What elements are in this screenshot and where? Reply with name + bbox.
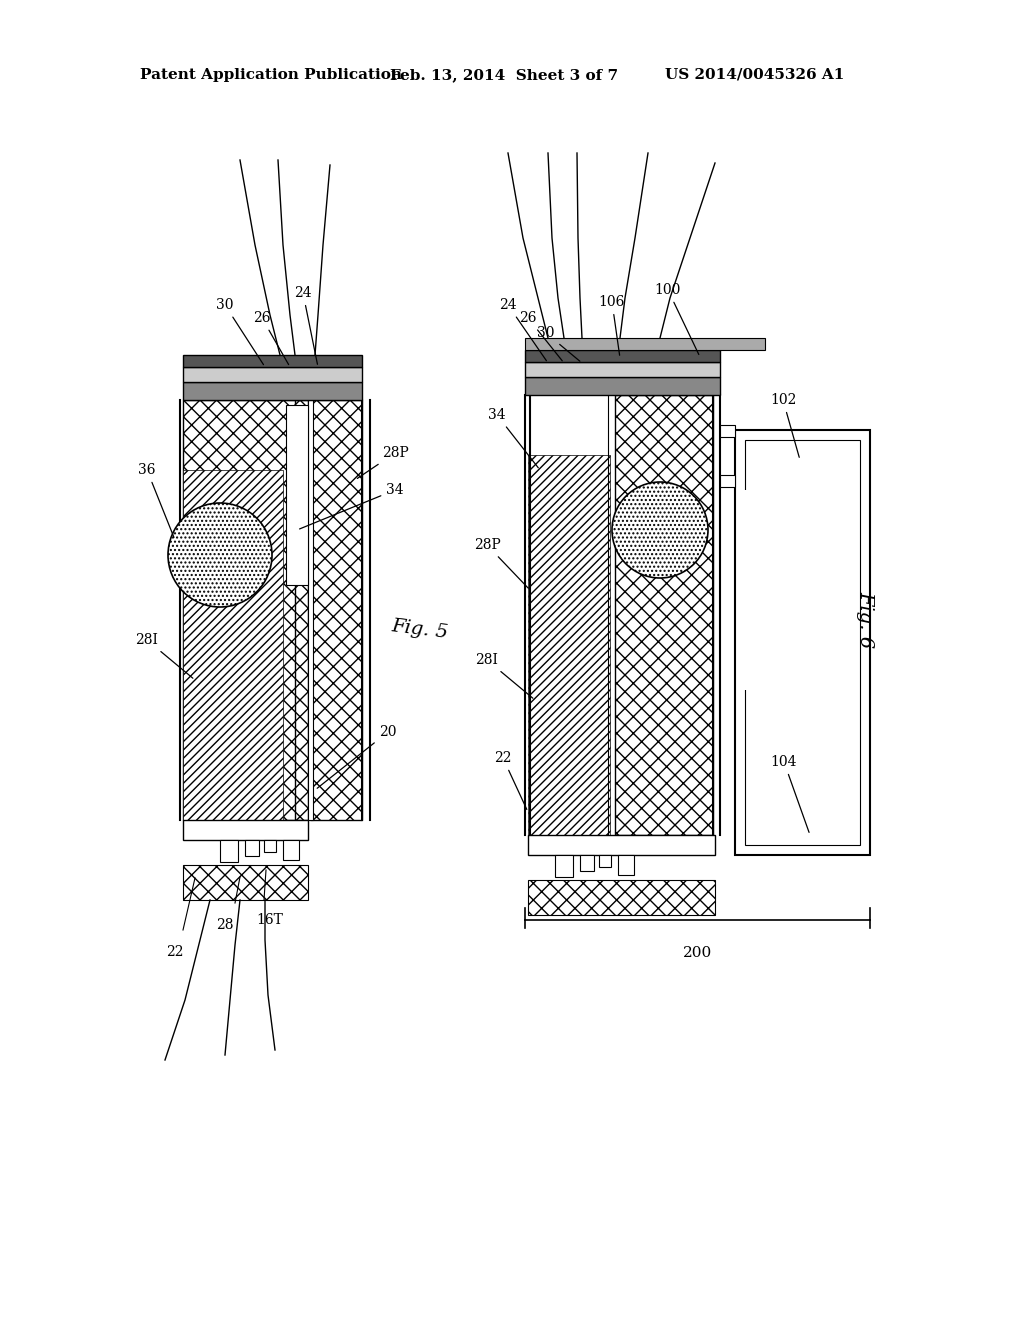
Bar [555,855,573,876]
Text: 22: 22 [166,945,183,960]
Bar [525,362,720,378]
Text: Fig. 5: Fig. 5 [390,618,450,643]
Bar [183,400,308,820]
Text: 16T: 16T [257,913,284,927]
Text: 102: 102 [770,393,800,457]
Bar [735,430,870,855]
Text: 24: 24 [294,286,317,364]
Text: 28I: 28I [475,653,532,698]
Text: US 2014/0045326 A1: US 2014/0045326 A1 [665,69,845,82]
Bar [528,836,715,855]
Bar [183,381,362,400]
Bar [615,395,713,836]
Text: Feb. 13, 2014  Sheet 3 of 7: Feb. 13, 2014 Sheet 3 of 7 [390,69,618,82]
Bar [720,425,735,437]
Text: Patent Application Publication: Patent Application Publication [140,69,402,82]
Bar [183,865,308,900]
Text: 28P: 28P [474,539,528,587]
Text: 100: 100 [654,282,698,355]
Bar [745,440,860,845]
Bar [245,840,259,855]
Bar [525,378,720,395]
Text: 30: 30 [216,298,263,364]
Bar [580,855,594,871]
Bar [599,855,611,867]
Text: 24: 24 [499,298,547,360]
Bar [525,350,720,362]
Text: 34: 34 [300,483,403,529]
Bar [283,840,299,861]
Circle shape [612,482,708,578]
Text: 26: 26 [253,312,289,364]
Bar [528,880,715,915]
Text: 34: 34 [488,408,539,467]
Bar [220,840,238,862]
Bar [525,338,765,350]
Bar [310,400,362,820]
Text: 28I: 28I [135,634,193,678]
Bar [308,400,313,820]
Text: 104: 104 [771,755,809,833]
Text: Fig. 6: Fig. 6 [856,591,874,648]
Bar [744,490,756,690]
Text: 22: 22 [495,751,526,809]
Text: 200: 200 [683,946,712,960]
Text: 106: 106 [599,294,626,355]
Bar [264,840,276,851]
Bar [183,820,308,840]
Bar [286,405,308,585]
Text: 30: 30 [538,326,580,362]
Text: 26: 26 [519,312,562,360]
Text: 20: 20 [317,725,396,788]
Bar [183,470,283,820]
Bar [183,355,362,367]
Bar [618,855,634,875]
Bar [528,455,610,836]
Text: 36: 36 [138,463,174,537]
Circle shape [168,503,272,607]
Text: 28P: 28P [357,446,409,478]
Text: 28: 28 [216,917,233,932]
Bar [720,475,735,487]
Bar [183,367,362,381]
